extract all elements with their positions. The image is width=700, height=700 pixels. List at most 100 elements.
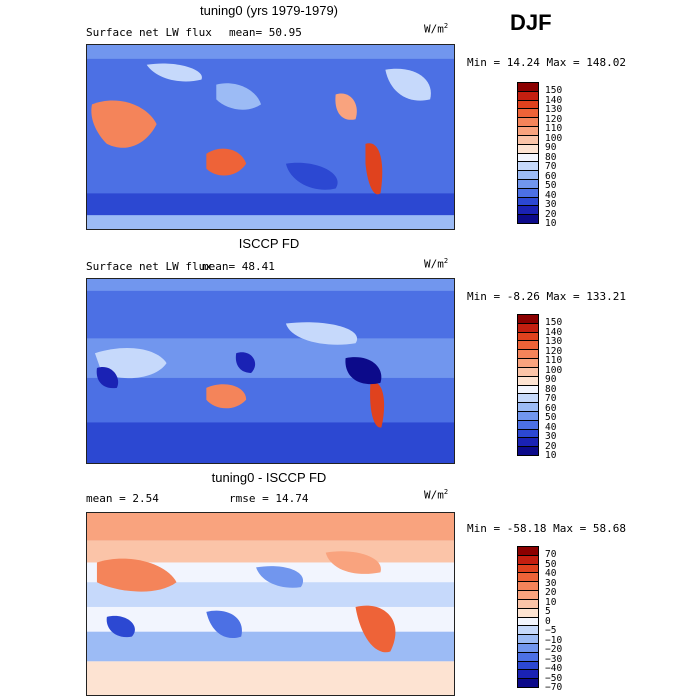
panel-3-colorbar-swatch	[518, 626, 538, 636]
panel-2-colorbar-label: 150	[545, 317, 563, 328]
panel-2-mean: mean= 48.41	[202, 260, 275, 273]
panel-3-colorbar-label: 0	[545, 615, 551, 627]
panel-1-colorbar-swatch	[518, 206, 538, 216]
panel-3-colorbar-swatch	[518, 617, 538, 627]
panel-1-colorbar-label: 90	[545, 142, 557, 153]
panel-3-colorbar-label: −10	[545, 634, 563, 646]
panel-2-colorbar-swatch	[518, 420, 538, 430]
panel-3-colorbar-swatch	[518, 643, 538, 653]
panel-2-variable: Surface net LW flux	[86, 260, 212, 273]
panel-1-colorbar-label: 60	[545, 170, 557, 182]
panel-3-mean: mean = 2.54	[86, 492, 159, 505]
panel-3-colorbar-swatch	[518, 599, 538, 609]
panel-3-colorbar-swatch	[518, 635, 538, 644]
panel-2-colorbar-label: 40	[545, 421, 557, 433]
panel-3-title: tuning0 - ISCCP FD	[211, 470, 327, 485]
panel-1-colorbar-label: 140	[545, 94, 563, 106]
season-label: DJF	[510, 10, 552, 35]
panel-3-colorbar-label: −5	[545, 625, 557, 636]
panel-3-colorbar-swatch	[518, 661, 538, 671]
panel-3-colorbar-label: 40	[545, 568, 557, 579]
panel-2-colorbar-label: 50	[545, 412, 557, 423]
panel-2-colorbar-label: 20	[545, 440, 557, 452]
panel-2-colorbar-label: 90	[545, 374, 557, 385]
panel-1-colorbar-label: 130	[545, 104, 563, 115]
panel-1-colorbar-swatch	[518, 144, 538, 154]
panel-2-colorbar-swatch	[518, 376, 538, 386]
panel-3-colorbar-label: 10	[545, 596, 557, 608]
panel-1-colorbar-swatch	[518, 171, 538, 180]
panel-3-unit: W/m2	[424, 488, 449, 502]
panel-1-map	[86, 44, 455, 230]
panel-1-colorbar-label: 80	[545, 151, 557, 163]
panel-1-colorbar-swatch	[518, 215, 538, 223]
panel-1-colorbar-label: 40	[545, 189, 557, 201]
panel-3-field	[87, 513, 454, 695]
panel-2-colorbar-swatch	[518, 403, 538, 412]
panel-3-colorbar-label: 50	[545, 558, 557, 570]
panel-1-colorbar-swatch	[518, 188, 538, 198]
panel-1-colorbar-label: 120	[545, 113, 563, 125]
panel-1-colorbar-swatch	[518, 91, 538, 101]
panel-3-rmse: rmse = 14.74	[229, 492, 309, 505]
panel-1-colorbar-label: 20	[545, 208, 557, 220]
panel-2-colorbar-label: 70	[545, 393, 557, 404]
panel-2-colorbar-label: 140	[545, 326, 563, 338]
panel-3-colorbar-label: 70	[545, 549, 557, 560]
panel-3-colorbar-label: −20	[545, 644, 563, 655]
panel-1-colorbar-swatch	[518, 162, 538, 172]
panel-1-colorbar-swatch	[518, 153, 538, 163]
panel-2-colorbar-swatch	[518, 367, 538, 377]
panel-2-colorbar-swatch	[518, 341, 538, 351]
panel-1-colorbar-label: 100	[545, 132, 563, 144]
panel-2-map	[86, 278, 455, 464]
panel-3-colorbar-labels: 70 50 40 30 20 10 5 0 −5 −10 −20 −30 −40…	[545, 549, 563, 692]
panel-1-unit: W/m2	[424, 22, 449, 36]
panel-1-title: tuning0 (yrs 1979-1979)	[199, 3, 339, 18]
panel-2-field	[87, 279, 454, 463]
panel-2-colorbar-label: 10	[545, 450, 557, 461]
panel-2-colorbar-swatch	[518, 438, 538, 448]
panel-2-colorbar-swatch	[518, 332, 538, 342]
panel-1-colorbar-swatch	[518, 118, 538, 128]
panel-2-colorbar-swatch	[518, 359, 538, 368]
panel-2-title: ISCCP FD	[238, 236, 300, 251]
panel-2-minmax: Min = -8.26 Max = 133.21	[467, 290, 626, 303]
panel-1-colorbar-swatch	[518, 197, 538, 207]
panel-2-colorbar-label: 130	[545, 336, 563, 347]
panel-3-colorbar-swatch	[518, 573, 538, 583]
panel-3-minmax: Min = -58.18 Max = 58.68	[467, 522, 626, 535]
panel-3-colorbar-label: −30	[545, 653, 563, 665]
panel-3-colorbar-swatch	[518, 564, 538, 574]
panel-2-colorbar	[517, 314, 539, 456]
panel-2-colorbar-swatch	[518, 411, 538, 421]
panel-1-colorbar-swatch	[518, 127, 538, 136]
panel-3-colorbar-swatch	[518, 652, 538, 662]
panel-2-colorbar-swatch	[518, 350, 538, 360]
panel-3-colorbar-label: −40	[545, 663, 563, 674]
panel-1-colorbar-label: 110	[545, 123, 563, 134]
panel-1-colorbar-swatch	[518, 100, 538, 110]
panel-1-colorbar-label: 50	[545, 180, 557, 191]
panel-1-colorbar-labels: 150 140 130 120 110 100 90 80 70 60 50 4…	[545, 85, 563, 228]
panel-1-colorbar-swatch	[518, 135, 538, 145]
panel-2-colorbar-swatch	[518, 385, 538, 395]
panel-2-colorbar-swatch	[518, 429, 538, 439]
panel-3-colorbar-swatch	[518, 670, 538, 680]
panel-2-colorbar-label: 110	[545, 355, 563, 366]
panel-1-colorbar-label: 30	[545, 199, 557, 210]
panel-3-colorbar-swatch	[518, 591, 538, 600]
panel-2-unit: W/m2	[424, 257, 449, 271]
panel-3-colorbar-label: 5	[545, 606, 551, 617]
panel-2-colorbar-swatch	[518, 394, 538, 404]
panel-1-colorbar-label: 70	[545, 161, 557, 172]
panel-1-colorbar-swatch	[518, 179, 538, 189]
panel-1-field	[87, 45, 454, 229]
panel-3-colorbar-swatch	[518, 547, 538, 556]
panel-2-colorbar-label: 30	[545, 431, 557, 442]
panel-2-colorbar-swatch	[518, 323, 538, 333]
panel-3-colorbar-swatch	[518, 679, 538, 687]
panel-3-colorbar-swatch	[518, 555, 538, 565]
panel-2-colorbar-swatch	[518, 315, 538, 324]
panel-1-colorbar-label: 150	[545, 85, 563, 96]
